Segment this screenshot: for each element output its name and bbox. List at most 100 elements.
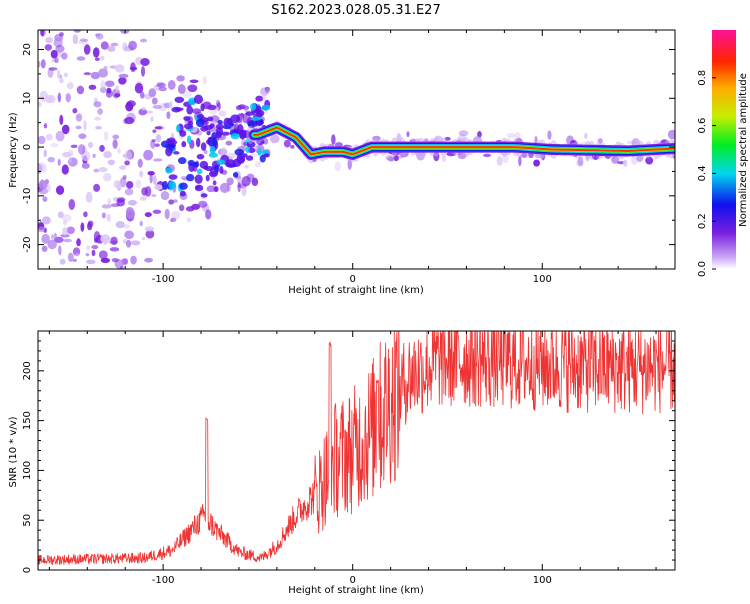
noise-blob [153,158,163,162]
noise-blob [151,97,158,105]
noise-blob [154,126,164,130]
noise-blob [151,194,157,198]
noise-blob [128,199,137,206]
noise-blob [76,85,85,95]
noise-blob [235,105,243,111]
noise-blob [144,226,155,232]
noise-blob [227,183,232,193]
noise-blob [139,220,143,227]
noise-blob [104,130,109,142]
noise-blob [191,203,201,210]
noise-blob [144,257,154,263]
noise-blob [165,167,173,174]
noise-blob [155,134,162,143]
noise-blob [93,231,101,242]
noise-blob [124,188,134,196]
noise-blob [173,199,178,203]
noise-blob [101,204,112,209]
noise-blob [107,159,116,166]
noise-blob [67,252,74,262]
noise-blob [177,84,186,95]
noise-blob [520,153,528,159]
colorbar-tick-label: 0.4 [697,165,708,181]
noise-blob [160,190,170,201]
noise-blob [57,211,64,219]
noise-blob [176,124,181,133]
noise-blob [169,100,173,109]
noise-blob [140,66,146,77]
noise-blob [263,153,270,158]
noise-blob [103,238,108,246]
noise-blob [109,247,120,252]
noise-blob [176,75,185,82]
noise-blob [93,101,102,108]
noise-blob [187,120,194,126]
noise-blob [195,118,205,128]
noise-blob [97,108,103,115]
noise-blob [80,150,91,162]
noise-blob [139,196,147,201]
noise-blob [162,180,169,190]
colorbar-label: Normalized spectral amplitude [738,73,749,227]
colorbar: 0.0 0.2 0.4 0.6 0.8 Normalized spectral ampl… [697,30,749,277]
x-tick-label: 0 [350,575,356,586]
noise-blob [88,84,97,90]
noise-blob [237,182,241,193]
noise-blob [45,133,53,141]
noise-blob [93,183,101,192]
noise-blob [126,180,134,189]
noise-blob [61,52,68,60]
noise-blob [218,110,227,117]
noise-blob [83,72,92,76]
noise-blob [164,208,170,220]
noise-blob [38,101,42,108]
noise-blob [128,40,137,51]
colorbar-ticks: 0.0 0.2 0.4 0.6 0.8 [697,70,716,277]
noise-blob [41,233,50,244]
noise-blob [209,123,215,128]
noise-blob [179,190,186,197]
noise-blob [254,161,262,168]
noise-blob [94,116,101,121]
noise-blob [92,47,100,58]
noise-blob [199,160,209,169]
noise-blob [180,176,187,180]
noise-blob [183,116,191,121]
noise-blob [103,151,112,159]
noise-blob [250,103,257,111]
noise-blob [202,101,212,110]
noise-blob [110,236,118,246]
snr-y-axis-label: SNR (10 * v/v) [8,416,19,487]
x-tick-label: 0 [350,274,356,285]
noise-blob [331,134,336,145]
noise-blob [81,162,90,169]
noise-blob [115,85,119,92]
noise-blob [151,139,156,143]
y-tick-label: 20 [22,43,33,56]
noise-blob [130,240,141,246]
noise-blob [124,230,135,240]
noise-blob [261,104,271,111]
noise-blob [249,153,257,157]
noise-blob [221,131,230,136]
noise-blob [156,82,167,88]
noise-blob [195,137,201,148]
noise-blob [122,175,127,180]
noise-blob [124,150,132,161]
noise-blob [40,59,46,69]
snr-marks [38,331,675,565]
noise-blob [154,184,163,191]
noise-blob [75,125,82,130]
noise-blob [105,89,113,98]
noise-blob [50,49,58,59]
colorbar-gradient [712,30,736,269]
noise-blob [181,141,187,148]
noise-blob [135,179,142,189]
noise-blob [124,160,130,166]
noise-blob [59,32,64,37]
noise-blob [645,156,654,165]
noise-blob [144,212,152,218]
noise-blob [115,220,125,229]
noise-blob [264,87,270,94]
noise-blob [173,151,180,155]
